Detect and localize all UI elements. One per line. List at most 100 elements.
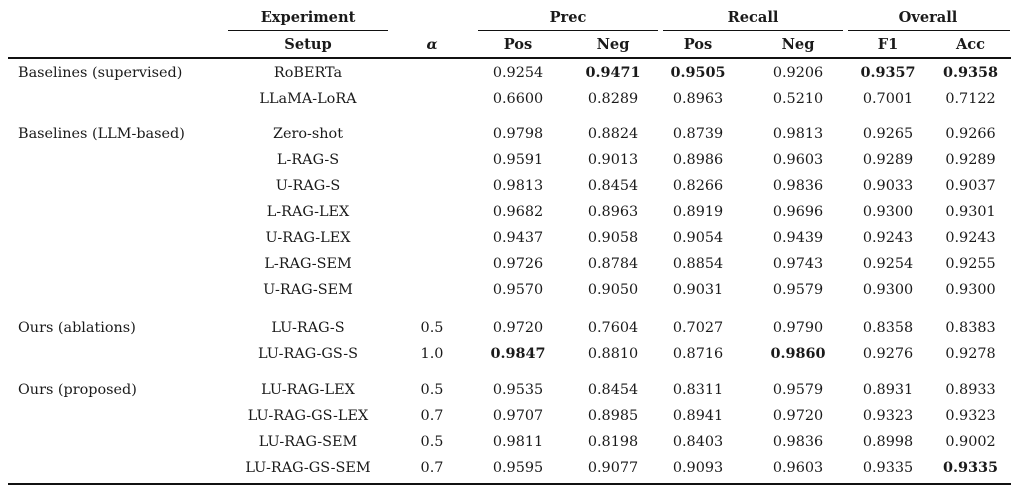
group-label: Baselines (supervised) [18, 65, 183, 81]
value-cell: 0.8358 [862, 320, 914, 336]
value-cell: 0.8985 [587, 408, 639, 424]
value-cell: 0.9335 [942, 459, 999, 476]
value-cell: 0.9726 [492, 256, 544, 272]
setup-cell: LU-RAG-GS-S [258, 346, 358, 362]
value-cell: 0.9790 [772, 320, 824, 336]
value-cell: 0.8824 [587, 126, 639, 142]
header-recall-neg: Neg [781, 36, 815, 53]
value-cell: 0.8311 [672, 382, 724, 398]
value-cell: 0.9505 [670, 64, 726, 81]
value-cell: 0.9323 [862, 408, 914, 424]
value-cell: 0.7604 [587, 320, 639, 336]
cmidrule-experiment [228, 30, 388, 31]
value-cell: 0.8289 [587, 91, 639, 107]
value-cell: 0.7001 [862, 91, 914, 107]
header-midrule [8, 57, 1011, 59]
value-cell: 0.9265 [862, 126, 914, 142]
value-cell: 0.9439 [772, 230, 824, 246]
value-cell: 0.8986 [672, 152, 724, 168]
value-cell: 0.9813 [772, 126, 824, 142]
value-cell: 0.9033 [862, 178, 914, 194]
value-cell: 0.9289 [862, 152, 914, 168]
value-cell: 0.8919 [672, 204, 724, 220]
value-cell: 0.6600 [492, 91, 544, 107]
setup-cell: L-RAG-S [276, 152, 340, 168]
alpha-cell: 1.0 [420, 346, 444, 362]
value-cell: 0.9037 [945, 178, 996, 194]
value-cell: 0.9255 [945, 256, 996, 272]
value-cell: 0.9471 [585, 64, 641, 81]
header-prec: Prec [549, 9, 587, 26]
value-cell: 0.8998 [862, 434, 914, 450]
alpha-cell: 0.7 [420, 408, 444, 424]
setup-cell: LU-RAG-SEM [258, 434, 358, 450]
value-cell: 0.9266 [945, 126, 996, 142]
value-cell: 0.9579 [772, 382, 824, 398]
value-cell: 0.9289 [945, 152, 996, 168]
value-cell: 0.8931 [862, 382, 914, 398]
value-cell: 0.9077 [587, 460, 639, 476]
value-cell: 0.9300 [862, 204, 914, 220]
alpha-cell: 0.7 [420, 460, 444, 476]
value-cell: 0.9357 [860, 64, 916, 81]
value-cell: 0.9254 [862, 256, 914, 272]
value-cell: 0.9031 [672, 282, 724, 298]
value-cell: 0.9300 [862, 282, 914, 298]
value-cell: 0.9323 [945, 408, 996, 424]
setup-cell: U-RAG-SEM [263, 282, 353, 298]
setup-cell: LU-RAG-LEX [261, 382, 355, 398]
setup-cell: L-RAG-LEX [266, 204, 350, 220]
value-cell: 0.9206 [772, 65, 824, 81]
value-cell: 0.9696 [772, 204, 824, 220]
value-cell: 0.9437 [492, 230, 544, 246]
value-cell: 0.9054 [672, 230, 724, 246]
cmidrule-recall [663, 30, 843, 31]
setup-cell: LLaMA-LoRA [259, 91, 357, 107]
value-cell: 0.9579 [772, 282, 824, 298]
value-cell: 0.9707 [492, 408, 544, 424]
value-cell: 0.9591 [492, 152, 544, 168]
setup-cell: LU-RAG-GS-SEM [245, 460, 371, 476]
value-cell: 0.9243 [862, 230, 914, 246]
value-cell: 0.9013 [587, 152, 639, 168]
value-cell: 0.9058 [587, 230, 639, 246]
value-cell: 0.8963 [587, 204, 639, 220]
setup-cell: LU-RAG-GS-LEX [247, 408, 369, 424]
header-experiment: Experiment [260, 9, 356, 26]
alpha-cell: 0.5 [420, 320, 444, 336]
value-cell: 0.9720 [492, 320, 544, 336]
value-cell: 0.9002 [945, 434, 996, 450]
header-acc: Acc [955, 36, 986, 53]
value-cell: 0.8266 [672, 178, 724, 194]
value-cell: 0.9358 [942, 64, 999, 81]
header-setup: Setup [284, 36, 332, 53]
header-prec-pos: Pos [503, 36, 533, 53]
setup-cell: U-RAG-S [275, 178, 341, 194]
alpha-cell: 0.5 [420, 382, 444, 398]
header-recall-pos: Pos [683, 36, 713, 53]
value-cell: 0.9860 [770, 345, 826, 362]
value-cell: 0.7027 [672, 320, 724, 336]
value-cell: 0.8854 [672, 256, 724, 272]
value-cell: 0.9847 [490, 345, 546, 362]
value-cell: 0.9836 [772, 434, 824, 450]
value-cell: 0.9276 [862, 346, 914, 362]
cmidrule-overall [848, 30, 1010, 31]
value-cell: 0.9050 [587, 282, 639, 298]
value-cell: 0.9254 [492, 65, 544, 81]
value-cell: 0.9595 [492, 460, 544, 476]
value-cell: 0.9813 [492, 178, 544, 194]
group-label: Ours (ablations) [18, 320, 136, 336]
value-cell: 0.9335 [862, 460, 914, 476]
value-cell: 0.9535 [492, 382, 544, 398]
value-cell: 0.9570 [492, 282, 544, 298]
setup-cell: RoBERTa [273, 65, 343, 81]
value-cell: 0.9798 [492, 126, 544, 142]
setup-cell: Zero-shot [272, 126, 344, 142]
setup-cell: LU-RAG-S [271, 320, 345, 336]
value-cell: 0.5210 [772, 91, 824, 107]
value-cell: 0.9603 [772, 152, 824, 168]
header-prec-neg: Neg [596, 36, 630, 53]
setup-cell: L-RAG-SEM [264, 256, 352, 272]
value-cell: 0.8784 [587, 256, 639, 272]
